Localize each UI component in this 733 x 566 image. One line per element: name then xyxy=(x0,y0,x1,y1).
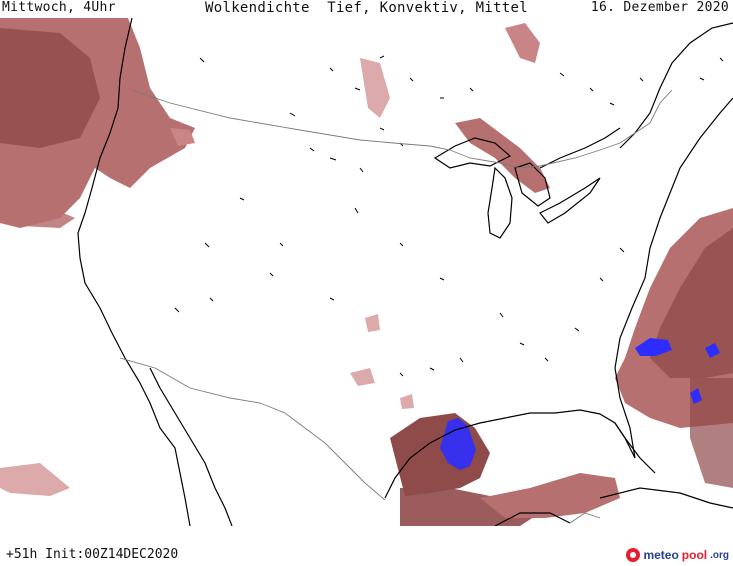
forecast-date-label: 16. Dezember 2020 xyxy=(590,0,729,15)
yucatan-coastline xyxy=(494,512,571,526)
baja-coastline xyxy=(149,367,233,526)
inland-water-layer xyxy=(174,55,724,377)
coastline-layer xyxy=(77,18,733,526)
gulf-florida xyxy=(614,422,656,474)
logo-text-meteo: meteo xyxy=(643,548,679,562)
cloud-area-caribbean xyxy=(480,473,620,518)
convective-cell-atlantic-3 xyxy=(690,388,702,404)
model-run-label: +51h Init:00Z14DEC2020 xyxy=(6,547,179,562)
meteopool-logo[interactable]: meteo pool .org xyxy=(626,548,729,562)
cloud-area-pacific-sw xyxy=(0,463,70,496)
cloud-speckles-plains xyxy=(350,314,414,409)
cloud-area-hudson xyxy=(505,23,540,63)
st-lawrence xyxy=(539,127,621,169)
convective-cell-gulf xyxy=(440,418,476,470)
cloud-area-quebec xyxy=(360,58,390,118)
cloud-area-gulf xyxy=(390,413,490,496)
forecast-day-label: Mittwoch, 4Uhr xyxy=(2,0,116,15)
cloud-area-atlantic-south xyxy=(690,378,733,488)
cloud-layer xyxy=(0,18,733,526)
map-title: Wolkendichte Tief, Konvektiv, Mittel xyxy=(205,0,528,16)
logo-text-org: .org xyxy=(710,549,729,561)
cloud-core-northwest xyxy=(0,28,100,148)
lake-superior xyxy=(433,137,512,169)
lake-huron xyxy=(514,162,551,207)
cloud-core-atlantic xyxy=(650,228,733,378)
gulf-coastline xyxy=(384,409,636,499)
lake-michigan xyxy=(487,166,513,239)
border-layer xyxy=(119,89,673,524)
lake-erie-ontario xyxy=(539,177,601,224)
logo-text-pool: pool xyxy=(681,548,708,562)
cuba-coastline xyxy=(599,487,733,509)
logo-mark-icon xyxy=(626,548,641,562)
cloud-area-great-lakes xyxy=(455,118,550,193)
pacific-coastline xyxy=(77,18,191,526)
cloud-speckles-california xyxy=(170,128,195,146)
convective-cell-atlantic xyxy=(635,338,672,356)
atlantic-coastline xyxy=(614,97,733,459)
us-canada-border xyxy=(131,89,673,169)
cloud-area-northwest-wisp xyxy=(0,203,75,228)
mexico-guatemala-border xyxy=(569,512,601,524)
convective-cell-atlantic-2 xyxy=(705,343,720,358)
convective-layer xyxy=(440,338,720,470)
us-mexico-border xyxy=(119,357,386,501)
lake-marks-canada xyxy=(199,55,724,173)
labrador-coastline xyxy=(619,22,733,149)
weather-map xyxy=(0,18,733,526)
lake-marks-usa xyxy=(174,197,625,377)
